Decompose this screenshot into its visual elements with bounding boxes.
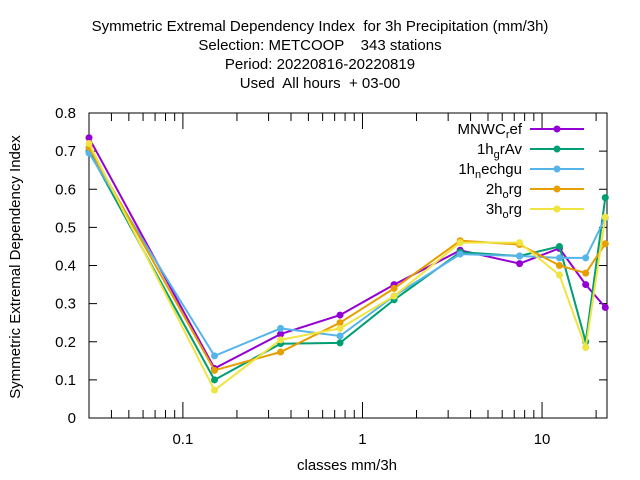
series-line-2h_org (88, 146, 607, 372)
data-point-1h_nechgu (211, 352, 219, 360)
data-point-1h_grAv (336, 339, 344, 347)
data-point-3h_org (277, 336, 285, 344)
data-point-2h_org (601, 240, 609, 248)
legend-label-1h_nechgu: 1hnechgu (458, 161, 522, 181)
y-tick-label: 0 (68, 410, 76, 427)
y-axis-label: Symmetric Extremal Dependency Index (7, 135, 24, 399)
x-axis-label: classes mm/3h (297, 457, 397, 474)
legend-label-1h_grAv: 1hgrAv (477, 141, 523, 161)
y-tick-label: 0.3 (55, 296, 76, 313)
chart-title-line-4: Used All hours + 03-00 (239, 75, 401, 92)
data-point-3h_org (85, 140, 93, 147)
plot-frame (88, 112, 608, 419)
data-point-MNWC_ref (277, 330, 285, 338)
y-tick-label: 0.6 (55, 181, 76, 198)
data-point-1h_nechgu (516, 252, 524, 260)
data-point-3h_org (601, 213, 609, 221)
data-point-1h_nechgu (456, 250, 464, 258)
series-line-MNWC_ref (88, 137, 607, 370)
series-line-1h_nechgu (88, 152, 607, 358)
data-point-MNWC_ref (516, 260, 524, 268)
y-tick-label: 0.5 (55, 219, 76, 236)
legend-marker-MNWC_ref (553, 125, 561, 133)
data-point-3h_org (456, 239, 464, 247)
y-tick-label: 0.1 (55, 372, 76, 389)
chart-title-line-2: Selection: METCOOP 343 stations (198, 37, 442, 54)
legend-marker-1h_grAv (553, 145, 561, 153)
legend-label-3h_org: 3horg (486, 201, 522, 221)
legend-marker-2h_org (553, 185, 561, 193)
legend-marker-1h_nechgu (553, 165, 561, 173)
data-point-MNWC_ref (601, 303, 609, 311)
data-point-3h_org (390, 292, 398, 300)
data-point-1h_grAv (211, 376, 219, 384)
x-tick-label: 1 (358, 431, 366, 448)
data-point-3h_org (211, 386, 219, 394)
x-tick-label: 0.1 (172, 431, 193, 448)
y-tick-label: 0.7 (55, 143, 76, 160)
data-point-2h_org (336, 319, 344, 327)
y-tick-label: 0.4 (55, 258, 76, 275)
y-tick-label: 0.8 (55, 105, 76, 122)
legend-label-MNWC_ref: MNWCref (457, 121, 522, 141)
data-point-1h_grAv (555, 242, 563, 250)
data-point-3h_org (336, 324, 344, 332)
data-point-1h_nechgu (277, 324, 285, 332)
chart-title-line-3: Period: 20220816-20220819 (224, 56, 416, 73)
data-point-2h_org (277, 348, 285, 356)
series-line-3h_org (88, 143, 607, 392)
data-point-2h_org (390, 284, 398, 292)
axes: 0 0.1 0.2 0.3 0.4 0.5 0.6 0.7 0.8 0.1 1 10 (55, 105, 608, 448)
data-point-2h_org (582, 269, 590, 277)
legend-marker-3h_org (553, 205, 561, 213)
data-point-2h_org (555, 262, 563, 269)
legend-label-2h_org: 2horg (486, 181, 522, 201)
data-point-1h_nechgu (336, 332, 344, 340)
series-line-1h_grAv (88, 150, 607, 382)
data-point-3h_org (582, 343, 590, 351)
data-point-MNWC_ref (582, 281, 590, 289)
data-point-2h_org (211, 366, 219, 374)
data-point-1h_nechgu (555, 254, 563, 262)
data-point-3h_org (555, 271, 563, 279)
data-point-MNWC_ref (336, 311, 344, 319)
series-group (85, 134, 609, 394)
data-point-1h_nechgu (582, 254, 590, 262)
chart-title-line-1: Symmetric Extremal Dependency Index for … (91, 18, 549, 35)
y-tick-label: 0.2 (55, 334, 76, 351)
x-tick-label: 10 (534, 431, 551, 448)
data-point-MNWC_ref (85, 134, 93, 142)
data-point-3h_org (516, 239, 524, 247)
data-point-1h_grAv (601, 194, 609, 202)
